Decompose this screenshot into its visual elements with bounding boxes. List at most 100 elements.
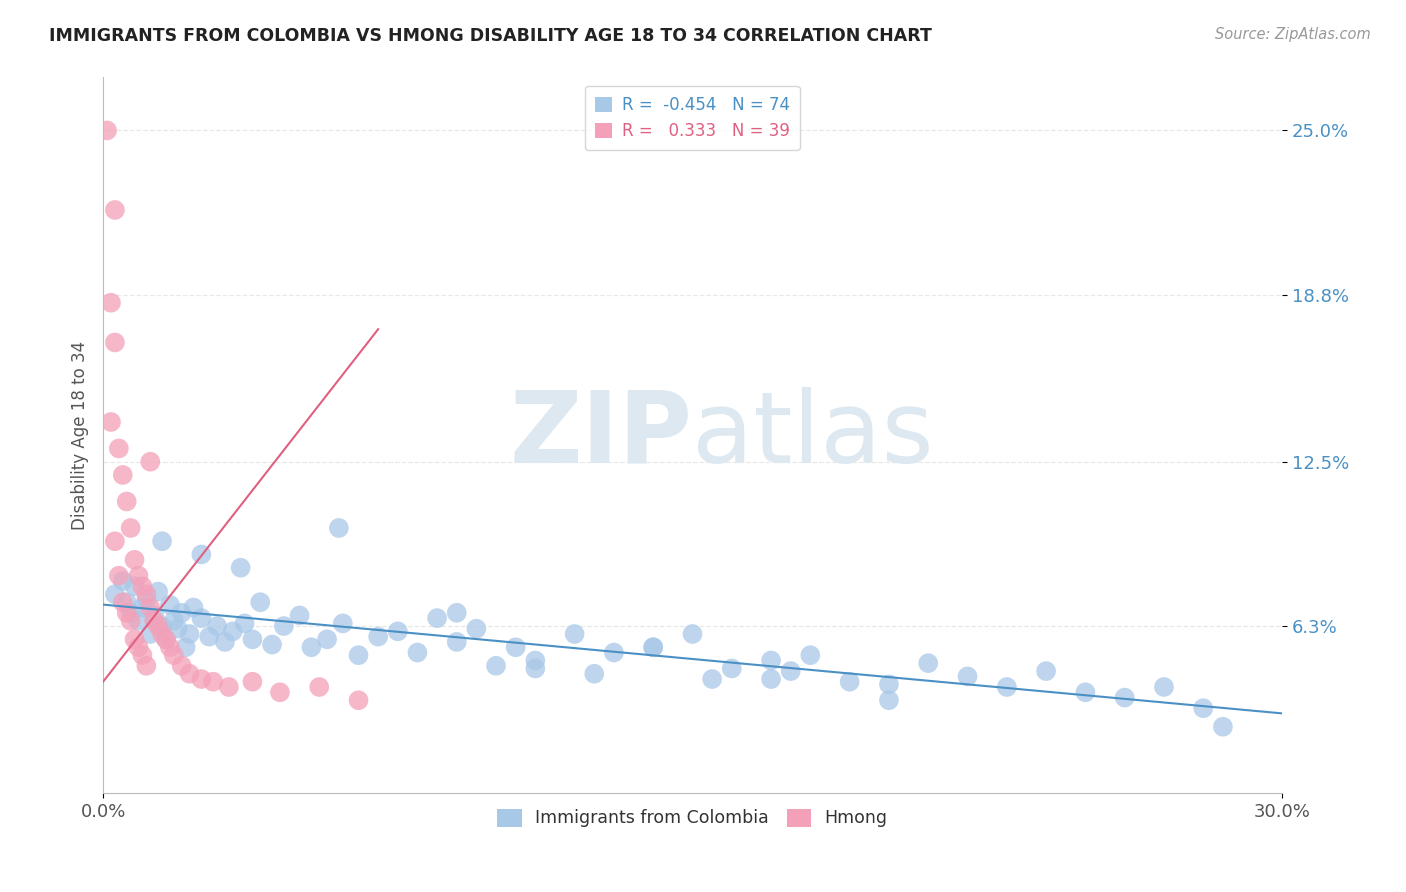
Point: [720, 661, 742, 675]
Point: [269, 685, 291, 699]
Point: [1035, 664, 1057, 678]
Point: [308, 680, 330, 694]
Point: [214, 635, 236, 649]
Point: [426, 611, 449, 625]
Point: [603, 646, 626, 660]
Point: [170, 658, 193, 673]
Point: [135, 592, 157, 607]
Point: [956, 669, 979, 683]
Point: [347, 693, 370, 707]
Point: [682, 627, 704, 641]
Point: [995, 680, 1018, 694]
Point: [564, 627, 586, 641]
Point: [583, 666, 606, 681]
Point: [143, 614, 166, 628]
Point: [485, 658, 508, 673]
Point: [115, 595, 138, 609]
Point: [387, 624, 409, 639]
Point: [877, 677, 900, 691]
Point: [163, 648, 186, 663]
Point: [155, 632, 177, 647]
Point: [700, 672, 723, 686]
Y-axis label: Disability Age 18 to 34: Disability Age 18 to 34: [72, 341, 89, 530]
Legend: Immigrants from Colombia, Hmong: Immigrants from Colombia, Hmong: [491, 802, 894, 834]
Point: [100, 295, 122, 310]
Point: [1153, 680, 1175, 694]
Point: [218, 680, 240, 694]
Point: [159, 640, 181, 655]
Point: [233, 616, 256, 631]
Point: [96, 123, 118, 137]
Point: [202, 674, 225, 689]
Point: [288, 608, 311, 623]
Point: [198, 630, 221, 644]
Point: [299, 640, 322, 655]
Point: [155, 632, 177, 647]
Point: [222, 624, 245, 639]
Point: [524, 653, 547, 667]
Point: [1114, 690, 1136, 705]
Point: [150, 534, 173, 549]
Point: [135, 587, 157, 601]
Point: [229, 560, 252, 574]
Point: [111, 595, 134, 609]
Point: [127, 640, 149, 655]
Point: [100, 415, 122, 429]
Point: [799, 648, 821, 663]
Text: ZIP: ZIP: [509, 387, 693, 483]
Point: [524, 661, 547, 675]
Point: [328, 521, 350, 535]
Point: [146, 584, 169, 599]
Point: [190, 611, 212, 625]
Point: [139, 627, 162, 641]
Point: [1212, 720, 1234, 734]
Point: [124, 632, 146, 647]
Point: [166, 622, 188, 636]
Point: [120, 606, 142, 620]
Point: [190, 548, 212, 562]
Point: [643, 640, 665, 655]
Point: [108, 568, 131, 582]
Point: [111, 467, 134, 482]
Text: atlas: atlas: [693, 387, 934, 483]
Point: [1192, 701, 1215, 715]
Point: [108, 442, 131, 456]
Point: [446, 635, 468, 649]
Point: [242, 674, 264, 689]
Point: [111, 574, 134, 588]
Point: [347, 648, 370, 663]
Point: [131, 648, 153, 663]
Point: [917, 656, 939, 670]
Point: [127, 568, 149, 582]
Point: [406, 646, 429, 660]
Point: [183, 600, 205, 615]
Point: [163, 614, 186, 628]
Point: [273, 619, 295, 633]
Point: [120, 521, 142, 535]
Point: [115, 494, 138, 508]
Point: [179, 627, 201, 641]
Point: [104, 587, 127, 601]
Point: [262, 638, 284, 652]
Point: [120, 614, 142, 628]
Point: [131, 600, 153, 615]
Point: [104, 534, 127, 549]
Point: [242, 632, 264, 647]
Point: [367, 630, 389, 644]
Point: [190, 672, 212, 686]
Point: [115, 606, 138, 620]
Point: [1074, 685, 1097, 699]
Point: [170, 606, 193, 620]
Point: [124, 579, 146, 593]
Point: [465, 622, 488, 636]
Point: [139, 600, 162, 615]
Point: [150, 627, 173, 641]
Point: [104, 335, 127, 350]
Point: [759, 672, 782, 686]
Text: IMMIGRANTS FROM COLOMBIA VS HMONG DISABILITY AGE 18 TO 34 CORRELATION CHART: IMMIGRANTS FROM COLOMBIA VS HMONG DISABI…: [49, 27, 932, 45]
Point: [446, 606, 468, 620]
Point: [127, 614, 149, 628]
Text: Source: ZipAtlas.com: Source: ZipAtlas.com: [1215, 27, 1371, 42]
Point: [139, 455, 162, 469]
Point: [131, 579, 153, 593]
